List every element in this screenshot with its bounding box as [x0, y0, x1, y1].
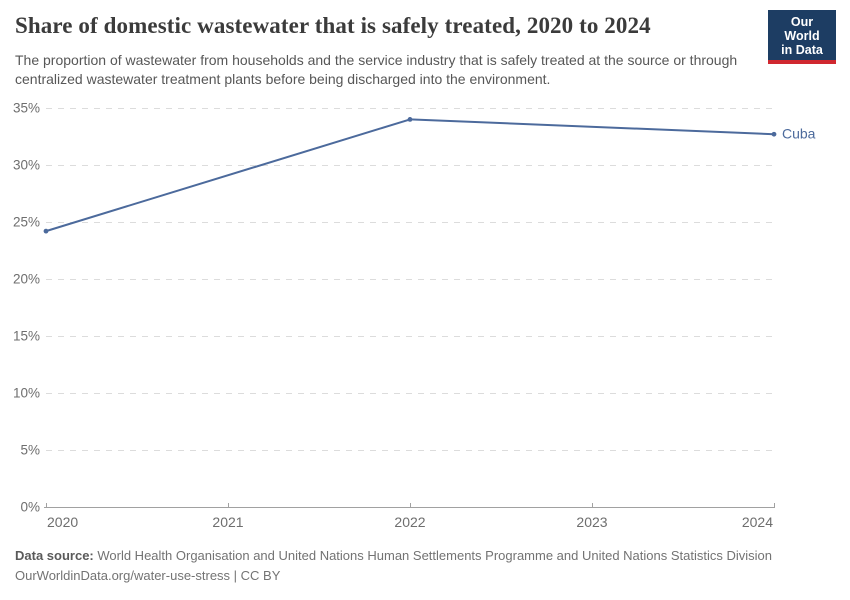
- data-source-text: World Health Organisation and United Nat…: [93, 548, 772, 563]
- series-label-cuba[interactable]: Cuba: [782, 126, 816, 142]
- x-tick-label: 2024: [742, 514, 773, 530]
- data-source-line: Data source: World Health Organisation a…: [15, 546, 835, 566]
- x-tick-label: 2023: [576, 514, 607, 530]
- owid-logo-line1: Our World: [784, 15, 820, 43]
- y-tick-label: 10%: [13, 386, 40, 401]
- x-tick-label: 2021: [212, 514, 243, 530]
- owid-logo: Our World in Data: [768, 10, 836, 64]
- data-point-marker[interactable]: [43, 228, 49, 234]
- y-tick-label: 25%: [13, 215, 40, 230]
- data-point-marker[interactable]: [407, 117, 413, 122]
- y-tick-label: 20%: [13, 272, 40, 287]
- y-tick-label: 15%: [13, 329, 40, 344]
- data-point-marker[interactable]: [771, 131, 777, 137]
- chart-title: Share of domestic wastewater that is saf…: [15, 13, 651, 38]
- y-tick-label: 0%: [20, 500, 40, 515]
- x-tick-label: 2020: [47, 514, 78, 530]
- data-source-label: Data source:: [15, 548, 94, 563]
- chart-footer: Data source: World Health Organisation a…: [15, 546, 835, 586]
- chart-subtitle: The proportion of wastewater from househ…: [15, 52, 738, 87]
- series-line[interactable]: [45, 118, 775, 233]
- y-tick-label: 35%: [13, 101, 40, 116]
- owid-logo-line2: in Data: [781, 43, 823, 57]
- license-line: OurWorldinData.org/water-use-stress | CC…: [15, 568, 281, 583]
- x-tick-label: 2022: [394, 514, 425, 530]
- y-tick-label: 30%: [13, 158, 40, 173]
- y-tick-label: 5%: [20, 443, 40, 458]
